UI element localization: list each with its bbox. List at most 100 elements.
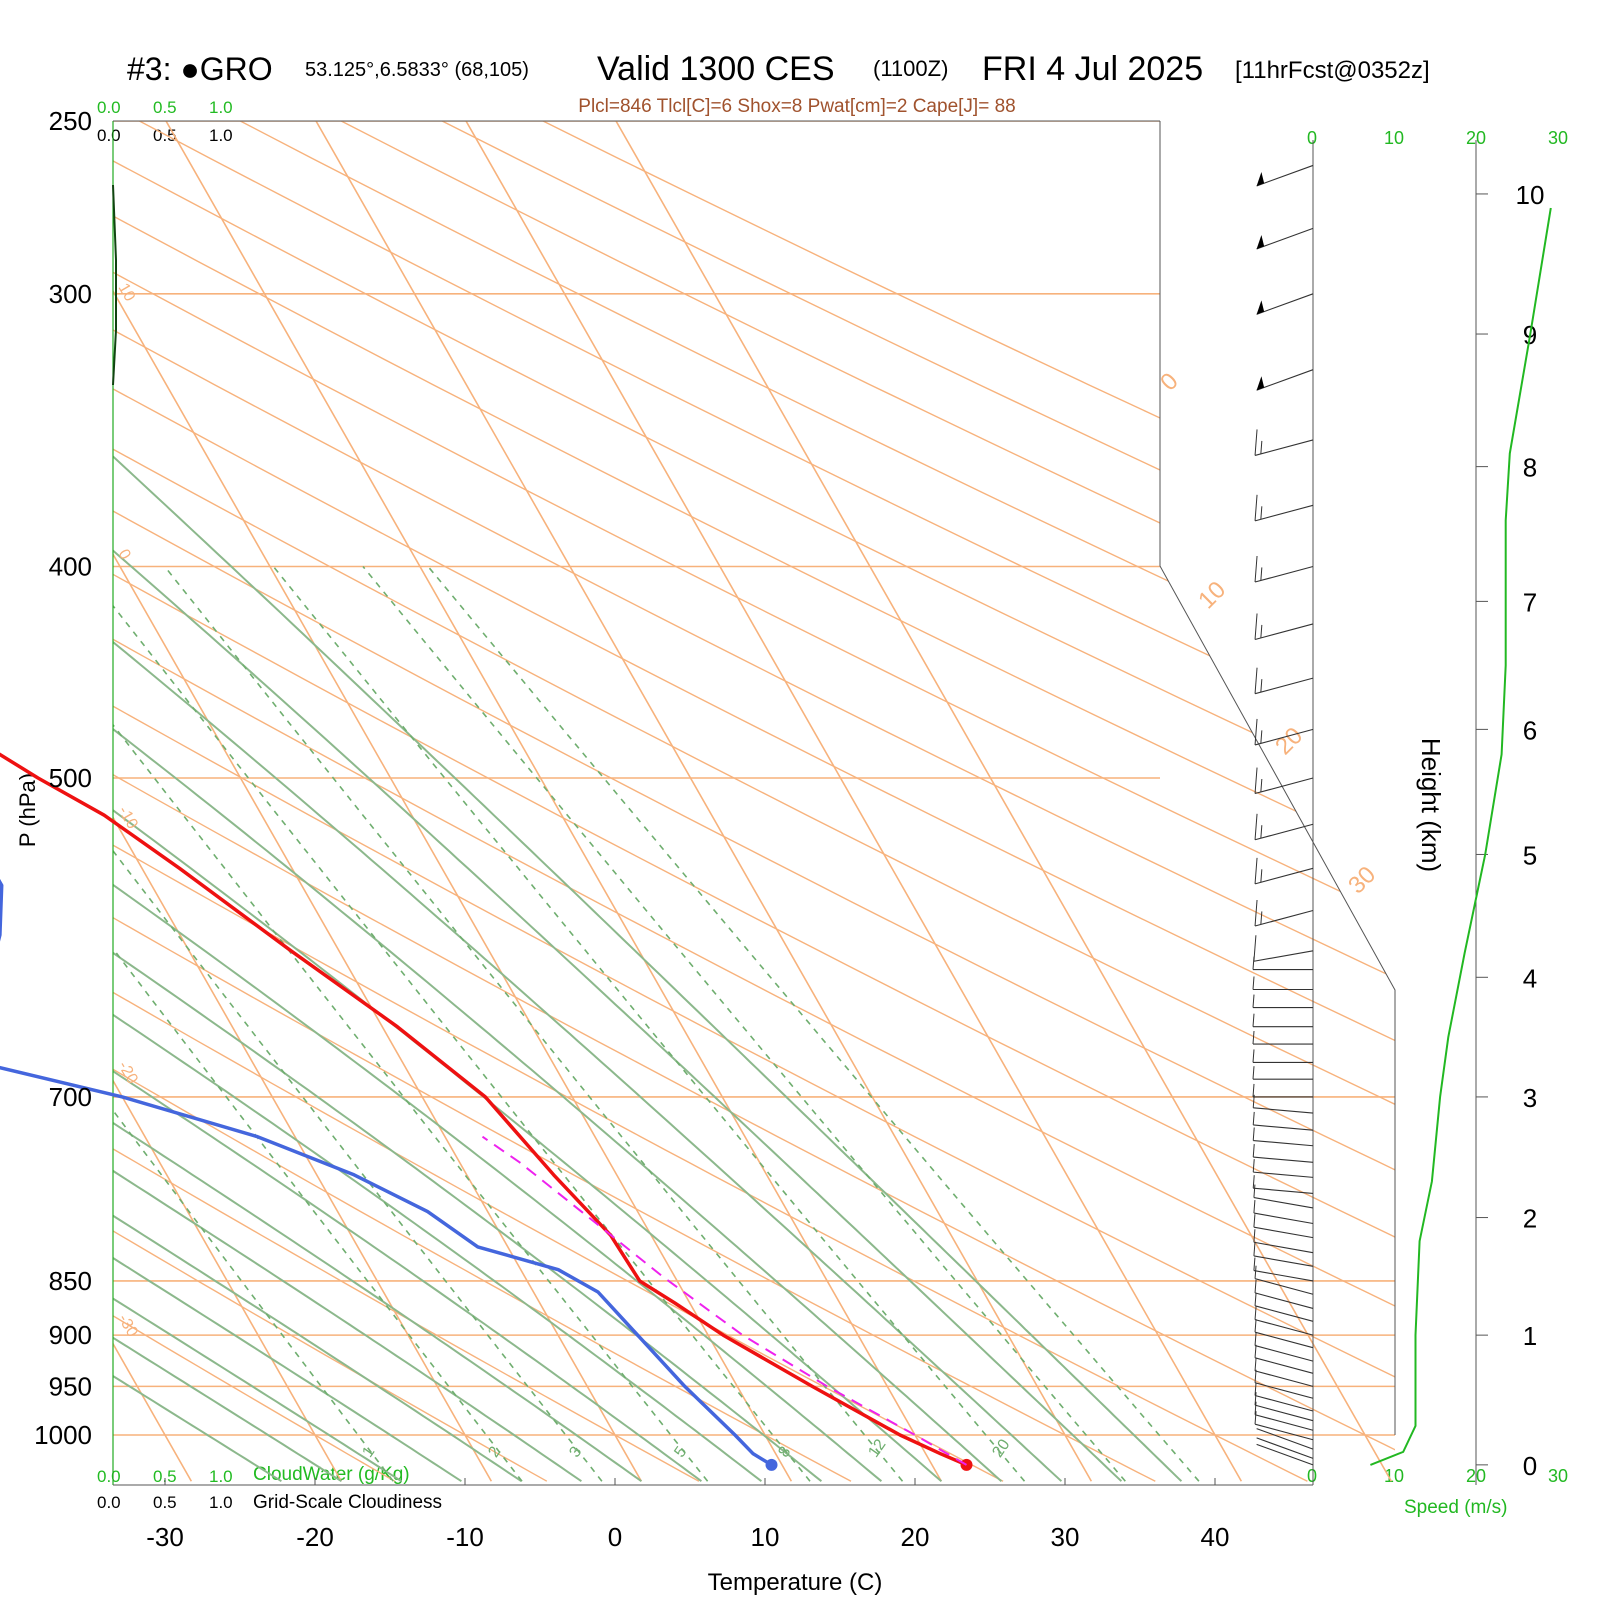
wind-barb bbox=[1253, 1229, 1314, 1254]
wind-barb-half bbox=[1253, 1242, 1256, 1256]
speed-tick-top-0: 0 bbox=[1307, 128, 1317, 148]
wind-barb-half bbox=[1252, 1127, 1255, 1141]
wind-barb-staff bbox=[1253, 1171, 1314, 1178]
height-tick-4: 4 bbox=[1523, 963, 1537, 993]
wind-barb bbox=[1254, 1265, 1314, 1295]
dry-adiabat bbox=[113, 121, 396, 1482]
speed-tick-top-20: 20 bbox=[1466, 128, 1486, 148]
dry-adiabat bbox=[113, 121, 1395, 1482]
pressure-tick-250: 250 bbox=[49, 106, 92, 136]
wind-barb bbox=[1254, 813, 1314, 841]
wind-barb-half bbox=[1252, 1175, 1255, 1189]
wind-barb-half bbox=[1260, 440, 1263, 454]
wind-barb bbox=[1256, 1443, 1314, 1466]
wind-barb-feather bbox=[1254, 613, 1258, 640]
wind-barb bbox=[1254, 1292, 1314, 1322]
wind-barb-staff bbox=[1253, 1197, 1314, 1209]
wind-barb-half bbox=[1252, 1066, 1255, 1080]
wind-barb-feather bbox=[1254, 667, 1258, 694]
cloud-scale-bottom-green-1: 0.5 bbox=[153, 1467, 177, 1486]
wind-barb bbox=[1256, 227, 1314, 250]
wind-barb-half bbox=[1252, 1111, 1255, 1125]
wind-barb-half bbox=[1260, 778, 1263, 793]
wind-barb-half bbox=[1254, 1265, 1257, 1279]
wind-barb bbox=[1253, 1214, 1314, 1239]
wind-barb-flag bbox=[1256, 300, 1265, 315]
temperature-line bbox=[0, 752, 968, 1467]
wind-barb bbox=[1254, 767, 1314, 795]
wind-barb-staff bbox=[1256, 1443, 1314, 1466]
wind-barb-staff bbox=[1254, 1414, 1314, 1431]
wind-barb-staff bbox=[1254, 565, 1314, 583]
wind-barb bbox=[1254, 1411, 1314, 1441]
moist-adiabat bbox=[113, 121, 402, 1483]
moist-adiabat bbox=[113, 121, 823, 1482]
wind-barb-staff bbox=[1253, 1255, 1314, 1267]
wind-barb-staff bbox=[1256, 1437, 1314, 1459]
pressure-tick-950: 950 bbox=[49, 1371, 92, 1401]
mixing-ratio-line bbox=[272, 565, 1026, 1482]
wind-barb-staff bbox=[1254, 1292, 1314, 1309]
utc-time: (1100Z) bbox=[873, 56, 948, 81]
mixing-ratio-label: 3 bbox=[566, 1444, 585, 1461]
wind-barb-flag bbox=[1256, 171, 1265, 186]
dry-adiabat bbox=[113, 121, 1395, 1482]
wind-barb-half bbox=[1260, 730, 1263, 744]
wind-barb-half bbox=[1254, 1279, 1257, 1293]
temp-tick-40: 40 bbox=[1201, 1522, 1230, 1552]
dry-adiabat bbox=[113, 121, 1395, 1482]
wind-barb bbox=[1256, 1437, 1314, 1459]
isotherm bbox=[113, 121, 343, 1482]
dry-adiabat bbox=[113, 121, 1395, 1482]
wind-barbs bbox=[1252, 164, 1314, 1466]
temp-tick--20: -20 bbox=[296, 1522, 334, 1552]
moist-adiabat bbox=[113, 121, 642, 1483]
wind-barb-half bbox=[1254, 1332, 1257, 1346]
wind-barb-half bbox=[1254, 1369, 1257, 1383]
valid-time: Valid 1300 CES bbox=[597, 50, 835, 88]
wind-barb-staff bbox=[1253, 1212, 1314, 1225]
pressure-tick-900: 900 bbox=[49, 1320, 92, 1350]
isotherm-label: 10 bbox=[115, 281, 139, 305]
wind-barb-half bbox=[1252, 994, 1255, 1008]
dry-adiabat bbox=[113, 121, 1004, 1482]
wind-barb-feather bbox=[1253, 935, 1257, 962]
moist-adiabat bbox=[113, 121, 763, 1482]
dry-adiabat bbox=[113, 121, 1395, 1482]
wind-barb-staff bbox=[1253, 1107, 1314, 1114]
height-tick-2: 2 bbox=[1523, 1204, 1537, 1234]
wind-barb-staff bbox=[1254, 1423, 1314, 1441]
dry-adiabat bbox=[113, 121, 852, 1482]
wind-barb-staff bbox=[1256, 164, 1314, 187]
wind-barb bbox=[1254, 718, 1314, 746]
wind-barb bbox=[1254, 555, 1314, 583]
cloud-scale-bottom: 0.0 0.5 1.0 CloudWater (g/Kg) 0.0 0.5 1.… bbox=[97, 1464, 442, 1513]
wind-barb-staff bbox=[1253, 950, 1314, 962]
wind-barb bbox=[1254, 494, 1314, 522]
isotherm-label-large: 10 bbox=[1193, 576, 1231, 614]
isotherm bbox=[465, 121, 1243, 1482]
wind-barb bbox=[1252, 1127, 1314, 1147]
wind-barb-staff bbox=[1254, 823, 1314, 841]
wind-barb-half bbox=[1253, 1200, 1256, 1214]
wind-barb-feather bbox=[1254, 555, 1258, 583]
station-coords: 53.125°,6.5833° (68,105) bbox=[305, 59, 529, 81]
wind-barb-staff bbox=[1254, 1394, 1314, 1412]
sounding-curves bbox=[0, 752, 973, 1471]
mixing-ratio-line bbox=[427, 565, 1200, 1482]
height-tick-10: 10 bbox=[1516, 180, 1545, 210]
wind-barb-half bbox=[1253, 1184, 1256, 1198]
wind-barb-staff bbox=[1253, 1156, 1314, 1163]
wind-barb-half bbox=[1254, 1382, 1257, 1396]
temp-tick-30: 30 bbox=[1051, 1522, 1080, 1552]
wind-barb-half bbox=[1260, 825, 1263, 839]
wind-barb-feather bbox=[1254, 429, 1258, 456]
isotherm bbox=[315, 121, 1093, 1482]
speed-tick-bottom-30: 30 bbox=[1548, 1466, 1568, 1486]
wind-barb-half bbox=[1254, 1411, 1257, 1425]
wind-barb-staff bbox=[1254, 1319, 1314, 1336]
wind-barb-half bbox=[1253, 1229, 1256, 1243]
height-tick-7: 7 bbox=[1523, 587, 1537, 617]
wind-barb bbox=[1252, 1159, 1314, 1178]
frame-edge bbox=[1159, 121, 1396, 1435]
